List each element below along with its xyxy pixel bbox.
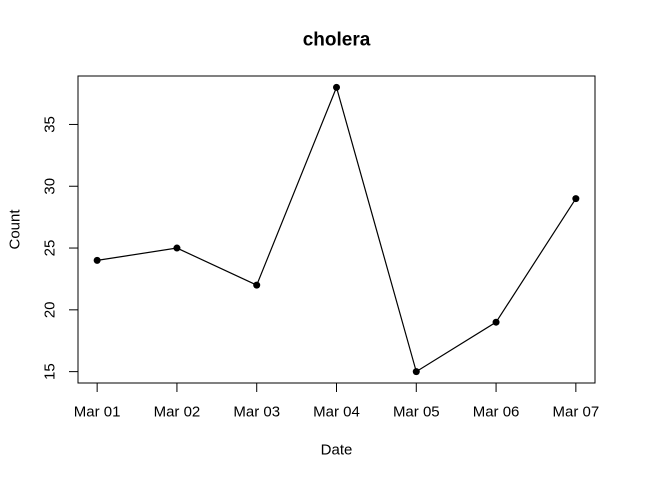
y-tick-label: 15 bbox=[42, 363, 59, 380]
x-tick-label: Mar 06 bbox=[473, 404, 520, 421]
data-point bbox=[253, 281, 261, 289]
x-tick-label: Mar 04 bbox=[313, 404, 360, 421]
y-axis-label: Count bbox=[7, 209, 24, 250]
y-axis: 15 20 25 30 35 bbox=[42, 116, 78, 380]
y-tick-label: 30 bbox=[42, 178, 59, 195]
y-tick-label: 20 bbox=[42, 301, 59, 318]
x-axis-label: Date bbox=[321, 442, 353, 459]
data-point bbox=[572, 195, 580, 203]
x-tick-label: Mar 03 bbox=[233, 404, 280, 421]
plot-box bbox=[77, 75, 596, 384]
x-tick-label: Mar 01 bbox=[74, 404, 121, 421]
data-point bbox=[173, 244, 181, 252]
data-point bbox=[412, 368, 420, 376]
x-tick-label: Mar 07 bbox=[553, 404, 600, 421]
y-tick-label: 35 bbox=[42, 116, 59, 133]
data-series bbox=[93, 83, 580, 376]
x-tick-label: Mar 05 bbox=[393, 404, 440, 421]
data-point bbox=[492, 318, 500, 326]
y-tick-label: 25 bbox=[42, 240, 59, 257]
x-tick-label: Mar 02 bbox=[154, 404, 201, 421]
x-axis: Mar 01 Mar 02 Mar 03 Mar 04 Mar 05 Mar 06 Mar … bbox=[74, 383, 599, 421]
series-line bbox=[97, 85, 577, 373]
chart-title: cholera bbox=[303, 30, 371, 51]
data-point bbox=[93, 256, 101, 264]
data-point bbox=[333, 83, 340, 91]
